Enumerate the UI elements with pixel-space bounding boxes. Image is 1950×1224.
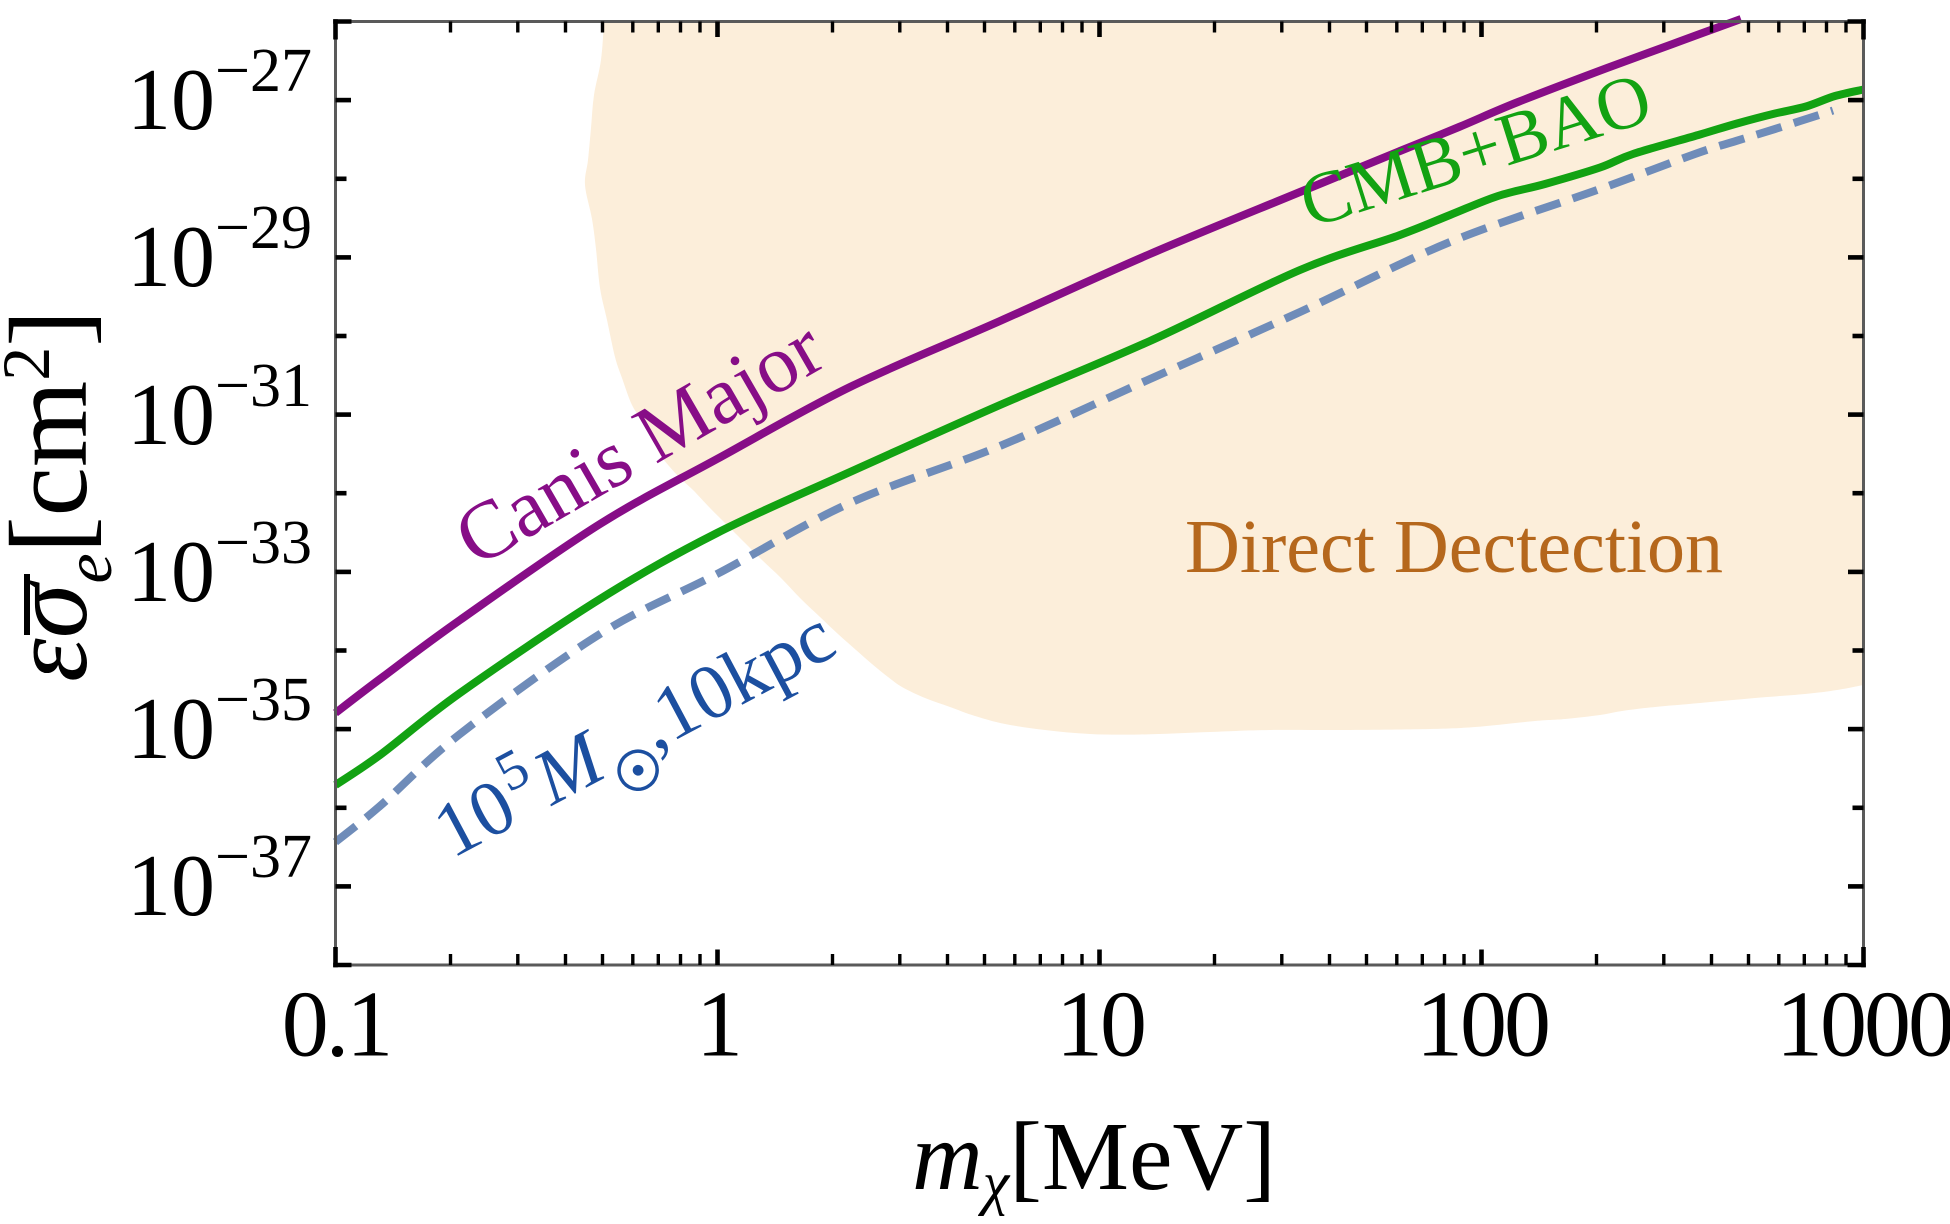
svg-text:εσe[cm2]: εσe[cm2] <box>0 310 126 682</box>
svg-text:1000: 1000 <box>1776 973 1950 1077</box>
svg-text:0.1: 0.1 <box>282 973 391 1077</box>
svg-text:10−27: 10−27 <box>127 37 312 149</box>
svg-text:10−31: 10−31 <box>127 352 312 464</box>
svg-text:10−35: 10−35 <box>127 666 312 778</box>
svg-text:Direct Dectection: Direct Dectection <box>1185 505 1723 589</box>
svg-text:100: 100 <box>1416 973 1548 1077</box>
svg-text:10−29: 10−29 <box>127 194 312 306</box>
svg-text:10−37: 10−37 <box>127 823 312 935</box>
svg-text:10: 10 <box>1056 973 1144 1077</box>
svg-text:M: M <box>518 712 621 822</box>
svg-text:1: 1 <box>696 973 740 1077</box>
svg-text:,10kpc: ,10kpc <box>621 591 847 766</box>
svg-text:10−33: 10−33 <box>127 509 312 621</box>
svg-text:mχ[MeV]: mχ[MeV] <box>912 1103 1276 1216</box>
